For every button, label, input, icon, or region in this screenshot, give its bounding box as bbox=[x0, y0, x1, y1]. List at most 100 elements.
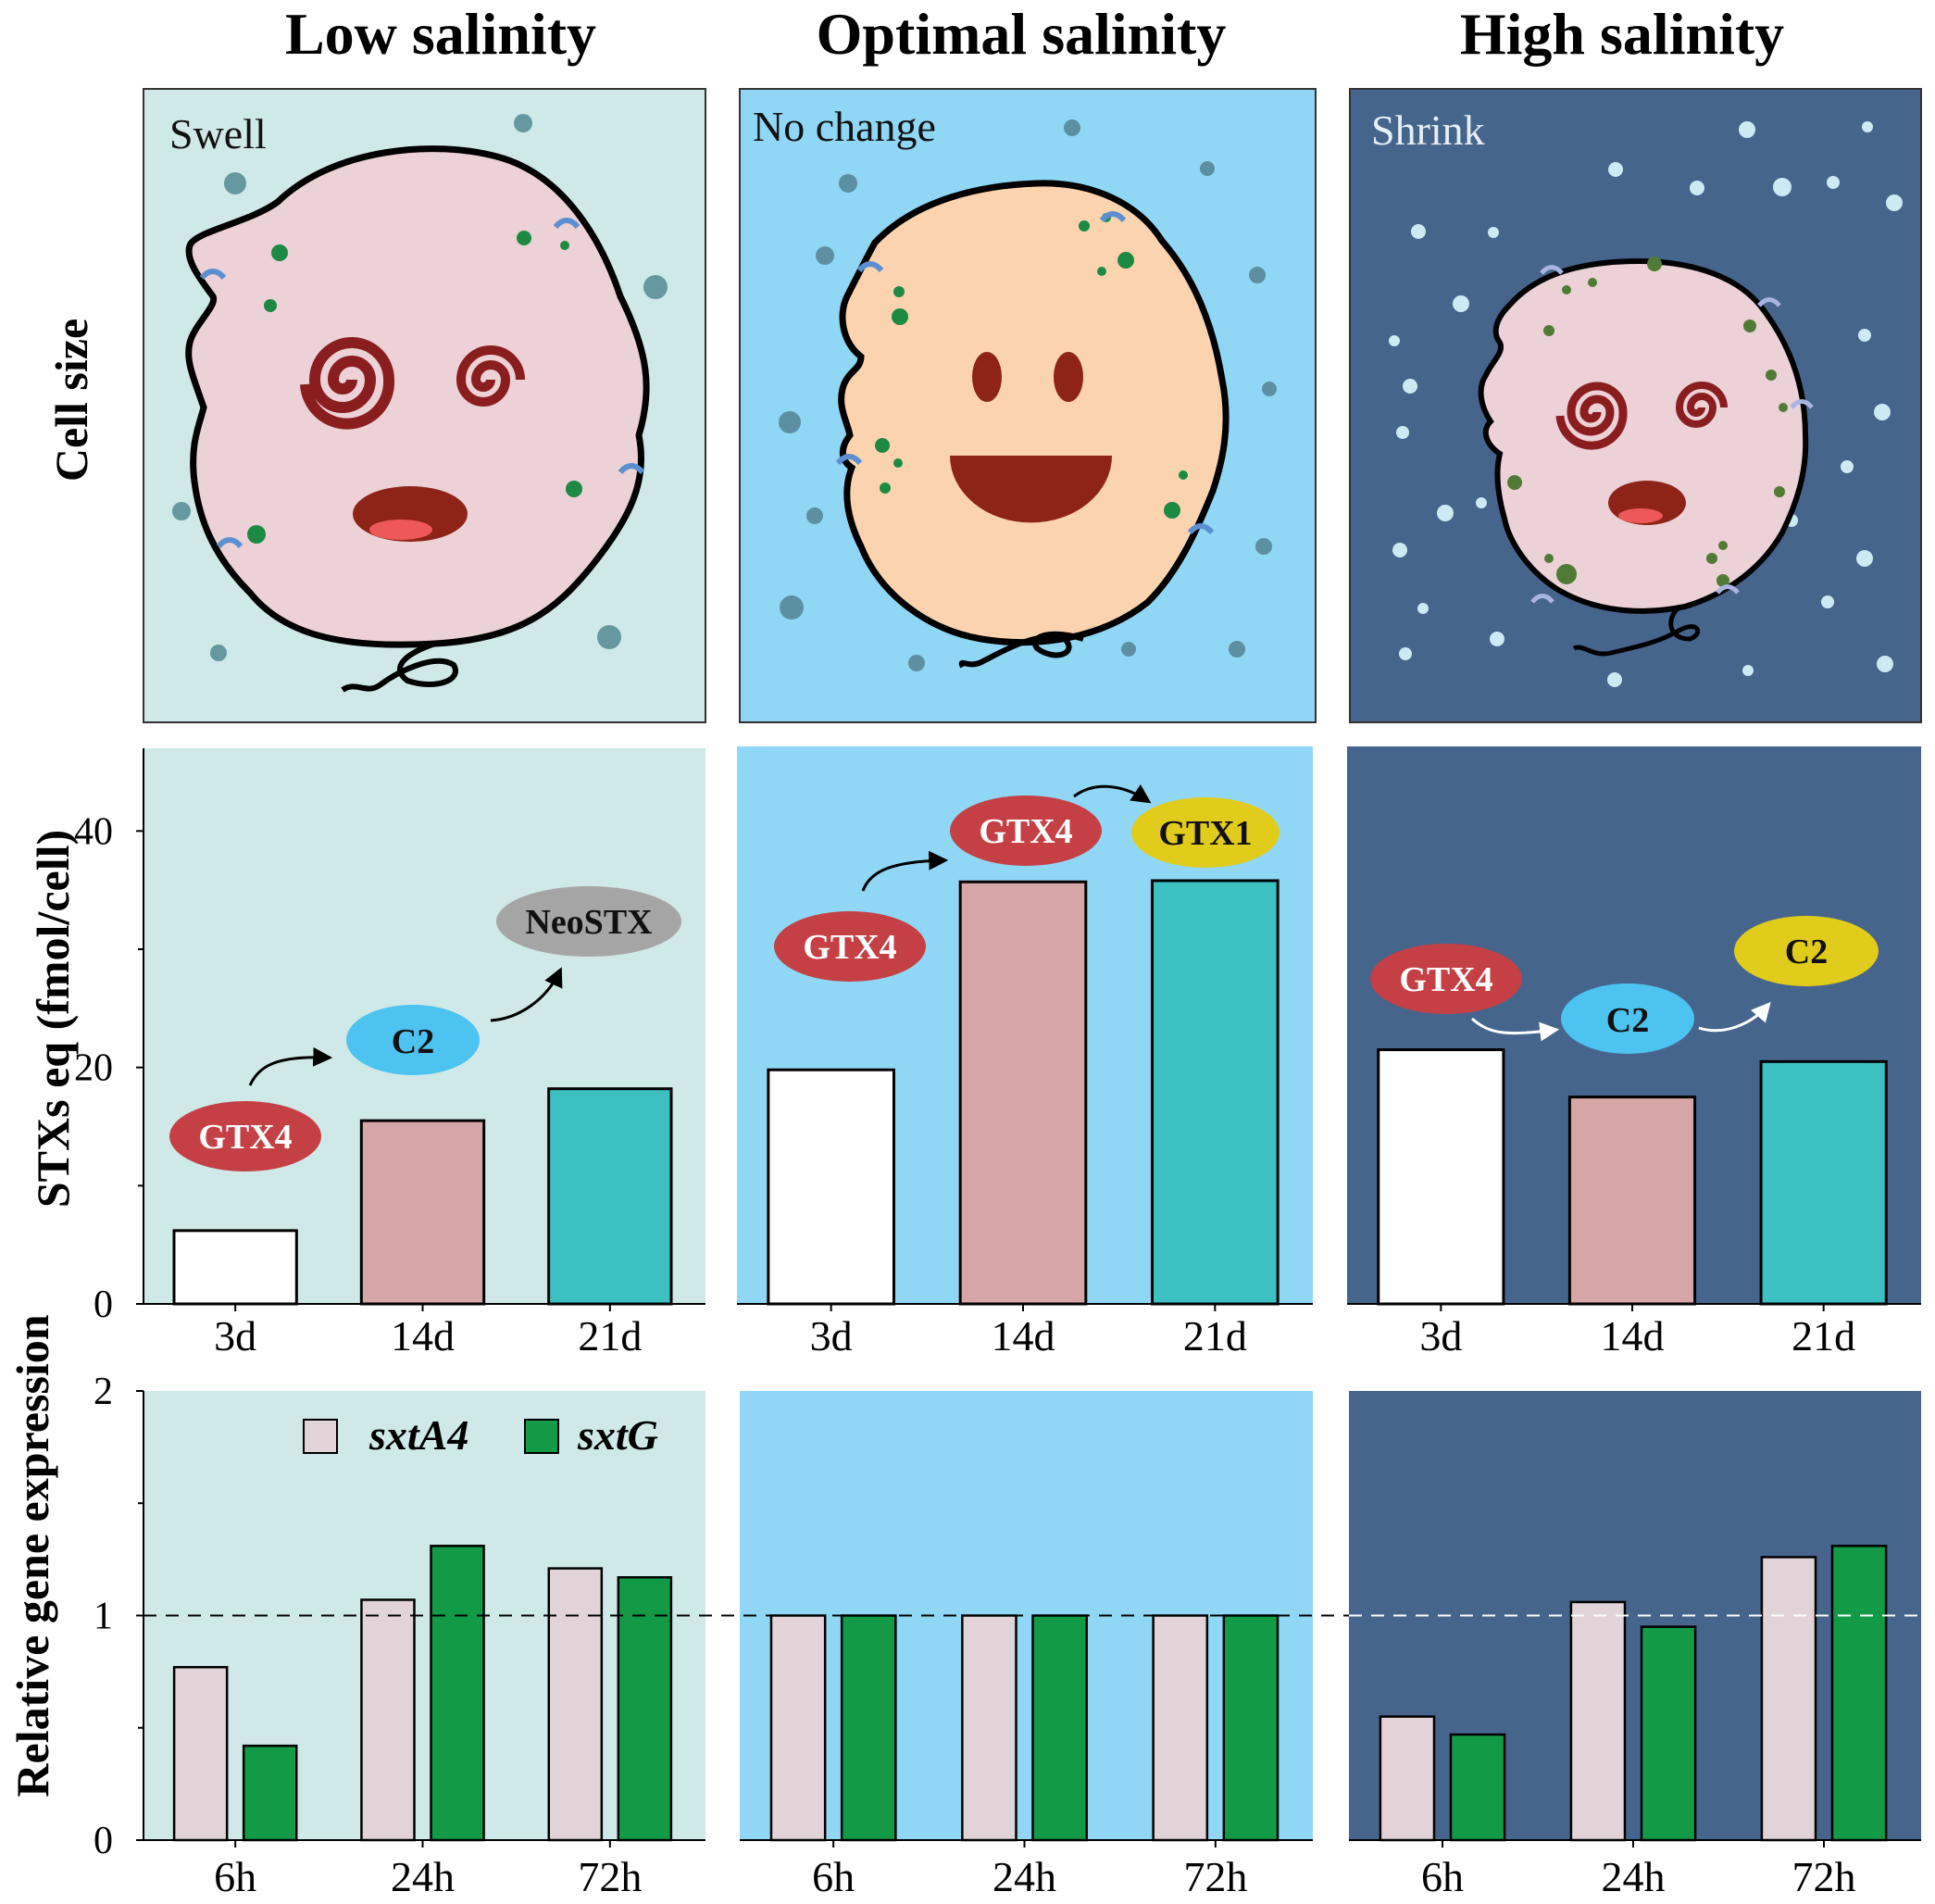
channels-high bbox=[1530, 265, 1814, 604]
legend-swatch-sxtg bbox=[524, 1419, 559, 1454]
background-particles-high bbox=[1389, 121, 1903, 687]
stx-xlabel: 3d bbox=[1419, 1312, 1462, 1359]
gene-bar-sxtG-72h-panel-1 bbox=[617, 1576, 673, 1842]
gene-xlabel: 6h bbox=[812, 1853, 855, 1900]
stx-xlabel: 21d bbox=[1183, 1312, 1247, 1359]
toxin-gtx4-opt-1 bbox=[774, 911, 926, 982]
stx-xlabel: 14d bbox=[391, 1312, 455, 1359]
toxin-gtx1-opt-label: GTX1 bbox=[1158, 814, 1252, 853]
smile-optimal-icon bbox=[950, 456, 1112, 523]
gene-bar-sxtA4-72h-panel-2 bbox=[1152, 1614, 1209, 1842]
stx-xlabel: 3d bbox=[214, 1312, 256, 1359]
gene-x-labels: 6h 24h 72h 6h 24h 72h 6h 24h 72h bbox=[214, 1840, 1856, 1900]
gene-bar-sxtA4-6h-panel-1 bbox=[172, 1666, 229, 1842]
row-label-stx: STXs eq (fmol/cell) bbox=[27, 830, 79, 1208]
toxin-gtx4-opt-2 bbox=[950, 795, 1102, 866]
title-low-salinity: Low salinity bbox=[285, 1, 596, 67]
gene-xlabel: 6h bbox=[214, 1853, 256, 1900]
stx-bar-14d-panel-3 bbox=[1567, 1096, 1697, 1306]
gene-xlabel: 6h bbox=[1421, 1853, 1464, 1900]
gene-y-ticks: 0 1 2 bbox=[94, 1371, 144, 1862]
arrow-high-1 bbox=[1470, 1017, 1560, 1042]
toxin-neostx-low bbox=[496, 886, 681, 957]
gene-bar-sxtG-6h-panel-3 bbox=[1449, 1733, 1506, 1842]
gene-bar-sxtG-24h-panel-1 bbox=[430, 1545, 485, 1842]
toxin-gtx4-opt-1-label: GTX4 bbox=[803, 928, 896, 967]
flagellum-low bbox=[341, 641, 458, 693]
arrow-high-2 bbox=[1698, 1001, 1771, 1033]
row-label-gene-expression: Relative gene expression bbox=[6, 1314, 58, 1797]
stx-xlabel: 3d bbox=[810, 1312, 853, 1359]
mouth-low-icon bbox=[353, 486, 468, 542]
gene-xlabel: 72h bbox=[1183, 1853, 1247, 1900]
arrow-low-1 bbox=[248, 1046, 333, 1086]
gene-xlabel: 24h bbox=[391, 1853, 455, 1900]
toxin-c2-high bbox=[1561, 983, 1694, 1054]
gene-bars bbox=[172, 1545, 1888, 1842]
stx-xlabel: 14d bbox=[992, 1312, 1055, 1359]
title-high-salinity: High salinity bbox=[1460, 1, 1784, 67]
gene-ytick-label: 0 bbox=[94, 1820, 113, 1862]
gene-bar-sxtA4-72h-panel-1 bbox=[547, 1567, 604, 1842]
toxin-c2-low-label: C2 bbox=[392, 1022, 434, 1061]
stx-ytick-label: 20 bbox=[74, 1047, 113, 1090]
stx-bar-21d-panel-2 bbox=[1151, 879, 1280, 1306]
swirl-eye-right-low-icon bbox=[456, 345, 525, 407]
toxin-gtx4-high bbox=[1370, 944, 1522, 1014]
gene-bar-sxtG-72h-panel-3 bbox=[1830, 1545, 1888, 1842]
cell-note-optimal: No change bbox=[753, 103, 936, 150]
toxin-gtx4-low bbox=[169, 1101, 321, 1171]
gene-xlabel: 72h bbox=[578, 1853, 642, 1900]
stx-y-ticks: 0 20 40 bbox=[74, 810, 144, 1326]
stx-ytick-label: 0 bbox=[94, 1284, 113, 1326]
vesicles-high bbox=[1507, 257, 1788, 587]
arrow-low-2 bbox=[490, 967, 563, 1022]
gene-bar-sxtG-24h-panel-3 bbox=[1640, 1625, 1697, 1842]
stx-xlabel: 21d bbox=[578, 1312, 642, 1359]
cell-note-low: Swell bbox=[169, 110, 267, 157]
gene-bar-sxtG-6h-panel-1 bbox=[242, 1744, 298, 1842]
stx-bar-3d-panel-3 bbox=[1377, 1048, 1505, 1306]
toxin-c2-low bbox=[346, 1005, 480, 1075]
cell-body-high bbox=[1478, 257, 1809, 614]
stx-bar-21d-panel-1 bbox=[547, 1087, 673, 1306]
cell-body-low bbox=[185, 145, 650, 648]
toxin-gtx4-high-label: GTX4 bbox=[1399, 960, 1492, 999]
gene-bar-sxtG-24h-panel-2 bbox=[1031, 1614, 1088, 1842]
toxin-gtx1-opt bbox=[1131, 797, 1280, 868]
mouth-high-icon bbox=[1608, 481, 1686, 525]
gene-bar-sxtA4-6h-panel-3 bbox=[1379, 1715, 1436, 1842]
oval-eyes-optimal-icon bbox=[972, 352, 1083, 402]
gene-bar-sxtA4-72h-panel-3 bbox=[1760, 1556, 1817, 1842]
toxin-gtx1-high-label: C2 bbox=[1785, 933, 1828, 971]
stx-bar-21d-panel-3 bbox=[1759, 1059, 1888, 1306]
legend-label-sxta4: sxtA4 bbox=[368, 1411, 468, 1459]
row-label-cell-size: Cell size bbox=[45, 319, 97, 482]
flagellum-high bbox=[1572, 604, 1701, 657]
gene-xlabel: 24h bbox=[1602, 1853, 1666, 1900]
background-particles-optimal bbox=[779, 119, 1277, 671]
background-particles-low bbox=[172, 114, 668, 661]
title-optimal-salinity: Optimal salinity bbox=[817, 1, 1227, 67]
gene-xlabel: 72h bbox=[1792, 1853, 1856, 1900]
vesicles-low bbox=[247, 231, 582, 544]
stx-xlabel: 21d bbox=[1791, 1312, 1855, 1359]
gene-bar-sxtA4-6h-panel-2 bbox=[769, 1614, 827, 1842]
swirl-eye-right-high-icon bbox=[1675, 382, 1728, 428]
gene-bar-sxtG-72h-panel-2 bbox=[1222, 1614, 1280, 1842]
pathway-high: GTX4 C2 C2 bbox=[1370, 916, 1879, 1054]
legend-swatch-sxta4 bbox=[303, 1419, 338, 1454]
gene-bar-sxtA4-24h-panel-3 bbox=[1569, 1600, 1627, 1842]
toxin-neostx-low-label: NeoSTX bbox=[525, 903, 652, 942]
stx-bar-3d-panel-1 bbox=[172, 1229, 298, 1306]
swirl-eye-left-low-icon bbox=[300, 337, 395, 430]
pathway-low: GTX4 C2 NeoSTX bbox=[169, 886, 681, 1171]
gene-bar-sxtA4-24h-panel-2 bbox=[961, 1614, 1017, 1842]
flagellum-optimal bbox=[958, 631, 1084, 669]
cell-body-optimal bbox=[838, 180, 1230, 646]
gene-bar-sxtG-6h-panel-2 bbox=[840, 1614, 897, 1842]
vesicles-optimal bbox=[875, 213, 1188, 519]
stx-x-labels: 3d 14d 21d 3d 14d 21d 3d 14d 21d bbox=[214, 1304, 1855, 1359]
stx-ytick-label: 40 bbox=[74, 810, 113, 853]
